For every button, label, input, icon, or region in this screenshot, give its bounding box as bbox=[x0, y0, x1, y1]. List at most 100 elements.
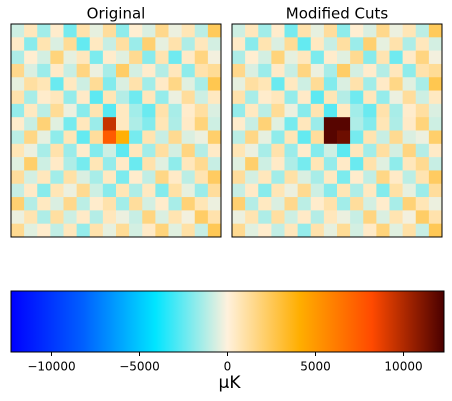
heatmap-cell bbox=[116, 183, 130, 198]
heatmap-cell bbox=[402, 117, 417, 131]
heatmap-cell bbox=[337, 103, 351, 118]
heatmap-cell bbox=[415, 24, 430, 38]
heatmap-cell bbox=[207, 223, 222, 238]
heatmap-cell bbox=[194, 130, 209, 145]
heatmap-cell bbox=[76, 77, 91, 91]
heatmap-cell bbox=[89, 63, 104, 78]
heatmap-cell bbox=[50, 90, 64, 105]
heatmap-cell bbox=[168, 90, 182, 105]
heatmap-cell bbox=[284, 37, 298, 51]
heatmap-cell bbox=[337, 157, 351, 171]
heatmap-cell bbox=[37, 210, 51, 224]
heatmap-cell bbox=[50, 117, 64, 131]
heatmap-cell bbox=[50, 143, 64, 158]
heatmap-cell bbox=[376, 210, 390, 224]
heatmap-cell bbox=[284, 63, 298, 78]
heatmap-cell bbox=[389, 90, 403, 105]
heatmap-cell bbox=[350, 197, 364, 211]
heatmap-cell bbox=[207, 170, 222, 185]
heatmap-cell bbox=[76, 170, 91, 185]
heatmap-cell bbox=[11, 170, 25, 185]
heatmap-cell bbox=[37, 24, 51, 38]
heatmap-cell bbox=[245, 63, 259, 78]
heatmap-cell bbox=[376, 130, 390, 145]
heatmap-cell bbox=[271, 130, 285, 145]
heatmap-cell bbox=[271, 90, 285, 105]
heatmap-cell bbox=[271, 37, 285, 51]
heatmap-cell bbox=[402, 223, 417, 238]
heatmap-cell bbox=[129, 63, 143, 78]
heatmap-cell bbox=[428, 117, 443, 131]
heatmap-cell bbox=[89, 143, 104, 158]
heatmap-cell bbox=[142, 37, 156, 51]
heatmap-cell bbox=[76, 157, 91, 171]
heatmap-cell bbox=[350, 50, 364, 65]
heatmap-cell bbox=[376, 117, 390, 131]
heatmap-cell bbox=[310, 77, 325, 91]
heatmap-cell bbox=[50, 223, 64, 238]
heatmap-cell bbox=[363, 50, 377, 65]
heatmap-cell bbox=[284, 90, 298, 105]
heatmap-cell bbox=[271, 103, 285, 118]
heatmap-cell bbox=[415, 143, 430, 158]
heatmap-cell bbox=[102, 37, 117, 51]
heatmap-cell bbox=[155, 143, 169, 158]
heatmap-cell bbox=[363, 130, 377, 145]
heatmap-cell bbox=[297, 157, 312, 171]
heatmap-cell bbox=[63, 143, 77, 158]
heatmap-cell bbox=[415, 37, 430, 51]
heatmap-cell bbox=[415, 197, 430, 211]
heatmap-cell bbox=[376, 50, 390, 65]
heatmap-cell bbox=[402, 183, 417, 198]
heatmap-cell bbox=[50, 183, 64, 198]
heatmap-cell bbox=[155, 157, 169, 171]
heatmap-cell bbox=[155, 77, 169, 91]
heatmap-cell bbox=[24, 77, 38, 91]
heatmap-cell bbox=[297, 50, 312, 65]
heatmap-cell bbox=[376, 90, 390, 105]
heatmap-cell bbox=[63, 170, 77, 185]
heatmap-cell bbox=[363, 117, 377, 131]
heatmap-cell bbox=[350, 37, 364, 51]
heatmap-cell bbox=[102, 90, 117, 105]
heatmap-cell bbox=[168, 143, 182, 158]
heatmap-cell bbox=[284, 170, 298, 185]
heatmap-cell bbox=[402, 210, 417, 224]
heatmap-cell bbox=[350, 210, 364, 224]
heatmap-cell bbox=[89, 170, 104, 185]
heatmap-cell bbox=[24, 63, 38, 78]
heatmap-cell bbox=[232, 50, 246, 65]
heatmap-cell bbox=[245, 143, 259, 158]
heatmap-cell bbox=[284, 117, 298, 131]
heatmap-cell bbox=[89, 90, 104, 105]
heatmap-cell bbox=[11, 130, 25, 145]
heatmap-cell bbox=[350, 90, 364, 105]
heatmap-cell bbox=[415, 183, 430, 198]
heatmap-cell bbox=[323, 143, 338, 158]
heatmap-cell bbox=[337, 197, 351, 211]
heatmap-cell bbox=[310, 24, 325, 38]
heatmap-cell bbox=[323, 223, 338, 238]
heatmap-cell bbox=[76, 183, 91, 198]
heatmap-cell bbox=[323, 103, 338, 118]
heatmap-cell bbox=[194, 90, 209, 105]
heatmap-cell bbox=[207, 130, 222, 145]
heatmap-cell bbox=[363, 197, 377, 211]
heatmap-cell bbox=[129, 24, 143, 38]
heatmap-cell bbox=[271, 223, 285, 238]
heatmap-cell bbox=[194, 143, 209, 158]
heatmap-cell bbox=[297, 210, 312, 224]
heatmap-cell bbox=[89, 157, 104, 171]
heatmap-cell bbox=[310, 63, 325, 78]
heatmap-cell bbox=[389, 157, 403, 171]
heatmap-cell bbox=[284, 103, 298, 118]
heatmap-cell bbox=[297, 130, 312, 145]
heatmap-cell bbox=[50, 24, 64, 38]
heatmap-cell bbox=[245, 197, 259, 211]
heatmap-cell bbox=[271, 117, 285, 131]
heatmap-cell bbox=[89, 130, 104, 145]
heatmap-cell bbox=[116, 77, 130, 91]
heatmap-cell bbox=[11, 143, 25, 158]
tick-label: 0 bbox=[224, 360, 232, 374]
heatmap-cell bbox=[76, 90, 91, 105]
